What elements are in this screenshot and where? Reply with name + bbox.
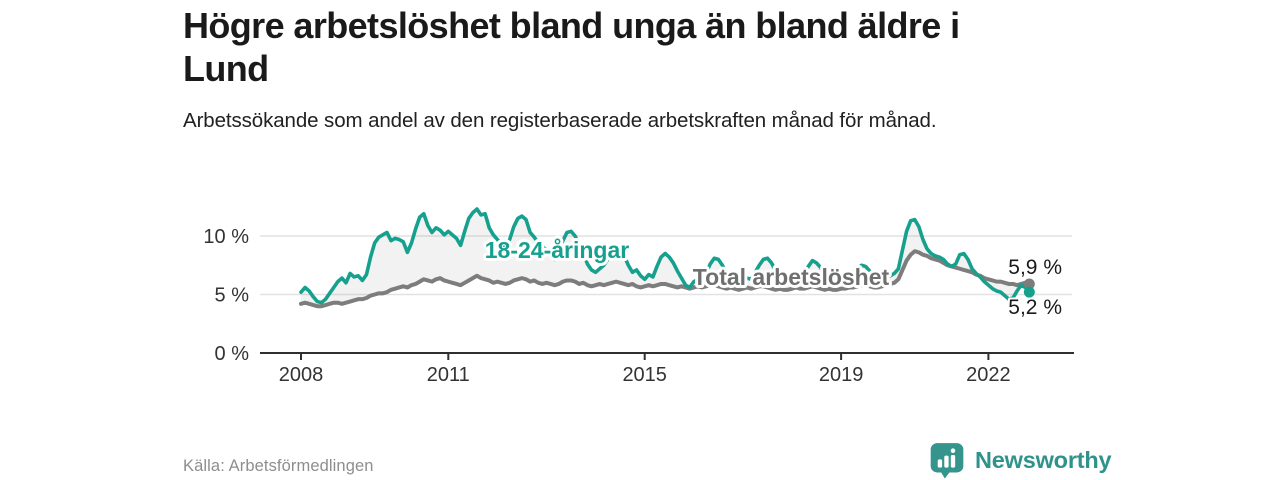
x-axis-label: 2022 <box>966 364 1011 386</box>
total-series-label: Total arbetslöshet <box>693 264 890 290</box>
source-note: Källa: Arbetsförmedlingen <box>183 457 374 475</box>
chart-subtitle: Arbetssökande som andel av den registerb… <box>183 109 937 133</box>
x-axis-label: 2019 <box>819 364 864 386</box>
y-axis-label: 0 % <box>215 343 250 365</box>
page-title: Högre arbetslöshet bland unga än bland ä… <box>183 4 1143 90</box>
newsworthy-logo[interactable]: Newsworthy <box>928 442 1112 479</box>
chart-header: Högre arbetslöshet bland unga än bland ä… <box>183 4 1143 136</box>
y-axis-label: 5 % <box>215 285 250 307</box>
x-axis-label: 2011 <box>427 364 470 386</box>
between-series-fill <box>301 209 1030 307</box>
plot-area: 2008 2011 2015 2019 2022 0 % 5 % 10 % <box>203 207 1074 386</box>
youth-series-line <box>299 207 1032 305</box>
total-end-value-label: 5,9 % <box>1008 256 1062 279</box>
y-axis-label: 10 % <box>203 226 249 248</box>
title-line-1: Högre arbetslöshet bland unga än bland ä… <box>183 5 960 46</box>
bar-chart-speech-bubble-icon <box>930 443 964 479</box>
x-axis-label: 2015 <box>622 364 667 386</box>
total-series-line <box>299 249 1032 309</box>
youth-end-value-label: 5,2 % <box>1008 296 1062 319</box>
x-axis-label: 2008 <box>279 364 324 386</box>
total-end-dot <box>1023 278 1035 290</box>
brand-name: Newsworthy <box>975 447 1112 473</box>
youth-series-label: 18-24-åringar <box>485 237 630 263</box>
title-line-2: Lund <box>183 48 269 90</box>
youth-end-dot <box>1023 286 1035 298</box>
